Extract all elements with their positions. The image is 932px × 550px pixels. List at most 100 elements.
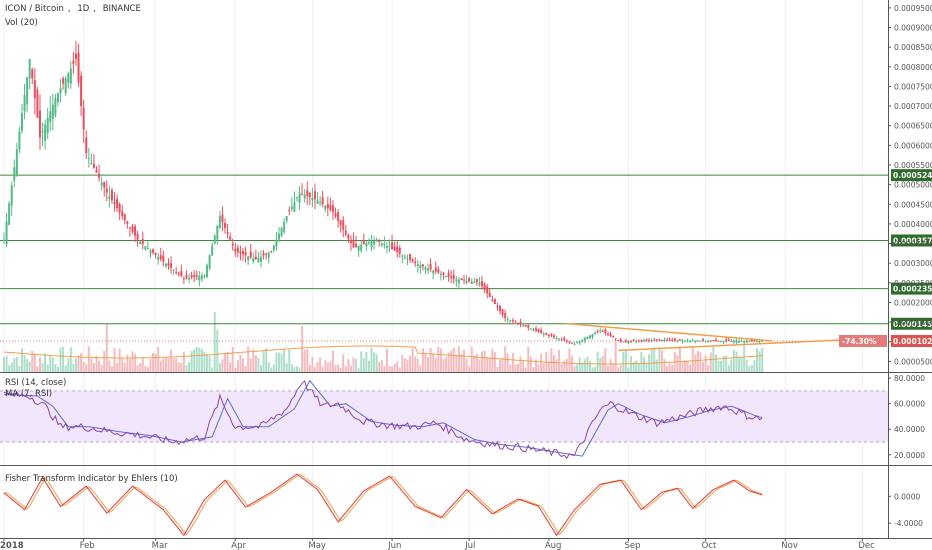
candle-body-170	[439, 273, 442, 275]
volume-bar-148	[383, 366, 386, 372]
candle-body-236	[609, 333, 612, 336]
rsi-label[interactable]: RSI (14, close)	[5, 378, 67, 388]
volume-bar-16	[44, 353, 47, 372]
candle-body-284	[732, 340, 735, 343]
candle-body-205	[529, 328, 532, 330]
volume-bar-130	[337, 364, 340, 372]
volume-bar-175	[452, 347, 455, 372]
volume-bar-132	[342, 354, 345, 372]
volume-bar-149	[385, 348, 388, 372]
price-tick-label-14: 0.0002500	[894, 279, 932, 288]
volume-bar-245	[632, 361, 635, 372]
candle-body-262	[676, 340, 679, 342]
volume-bar-162	[419, 365, 422, 372]
candle-body-160	[414, 261, 417, 264]
candle-body-229	[591, 334, 594, 338]
rsi-tick-label-3: 20.0000	[894, 451, 925, 460]
volume-bar-32	[85, 364, 88, 372]
candle-body-60	[157, 257, 160, 260]
volume-bar-172	[445, 357, 448, 372]
volume-bar-265	[684, 360, 687, 372]
volume-bar-183	[473, 355, 476, 372]
candle-body-255	[658, 339, 661, 341]
rsi-ma-legend: MA (7, RSI)	[5, 389, 56, 399]
candle-body-42	[110, 190, 113, 201]
volume-bar-243	[627, 367, 630, 372]
candle-body-172	[445, 275, 448, 277]
candle-body-67	[175, 271, 178, 273]
volume-bar-49	[128, 359, 131, 372]
candle-body-27	[72, 60, 75, 64]
candle-body-168	[434, 267, 437, 272]
candle-body-252	[650, 340, 653, 342]
volume-bar-279	[720, 360, 723, 372]
volume-bar-255	[658, 347, 661, 372]
volume-bar-122	[316, 361, 319, 372]
price-tick-label-2: 0.0008500	[894, 43, 932, 52]
candle-body-139	[360, 244, 363, 251]
volume-bar-116	[301, 326, 304, 372]
volume-bar-50	[131, 351, 134, 372]
volume-bar-44	[116, 362, 119, 372]
candle-body-211	[545, 332, 548, 335]
volume-bar-229	[591, 367, 594, 372]
volume-bar-226	[583, 359, 586, 372]
volume-bar-254	[655, 359, 658, 372]
candle-body-224	[578, 340, 581, 344]
volume-bar-75	[195, 346, 198, 372]
candle-body-130	[337, 212, 340, 221]
volume-bar-103	[267, 362, 270, 372]
volume-bar-108	[280, 353, 283, 372]
volume-bar-293	[756, 347, 759, 372]
candle-body-45	[118, 204, 121, 213]
volume-bar-51	[134, 353, 137, 372]
rsi-ma-label[interactable]: MA (7, RSI)	[5, 389, 53, 399]
candle-body-41	[108, 196, 111, 199]
volume-bar-179	[463, 349, 466, 372]
candle-body-295	[761, 340, 764, 342]
volume-bar-217	[560, 364, 563, 372]
candle-body-110	[285, 216, 288, 221]
volume-bar-29	[77, 355, 80, 372]
volume-bar-182	[470, 346, 473, 372]
candle-body-271	[699, 340, 702, 342]
candle-body-155	[401, 255, 404, 257]
volume-bar-59	[154, 353, 157, 372]
volume-bar-93	[242, 358, 245, 372]
price-tick-label-18: 0.0000500	[894, 357, 932, 366]
candle-body-0	[3, 239, 5, 241]
candle-body-268	[691, 340, 694, 342]
volume-bar-84	[218, 363, 221, 372]
volume-bar-96	[249, 357, 252, 372]
volume-bar-112	[290, 364, 293, 372]
volume-bar-107	[277, 352, 280, 372]
volume-bar-18	[49, 355, 52, 372]
fisher-label[interactable]: Fisher Transform Indicator by Ehlers (10…	[5, 474, 178, 484]
candle-body-122	[316, 200, 319, 204]
candle-body-141	[365, 243, 368, 246]
candle-body-128	[331, 205, 334, 213]
candle-body-51	[134, 226, 137, 236]
volume-bar-256	[660, 350, 663, 372]
candle-body-118	[306, 190, 309, 196]
candle-body-164	[424, 267, 427, 270]
volume-bar-135	[349, 365, 352, 372]
volume-bar-142	[367, 360, 370, 372]
candle-body-178	[460, 278, 463, 281]
volume-bar-215	[555, 359, 558, 372]
price-tick-label-9: 0.0005000	[894, 181, 932, 190]
volume-bar-45	[118, 348, 121, 372]
volume-bar-203	[524, 367, 527, 372]
candle-body-184	[475, 278, 478, 283]
candle-body-182	[470, 281, 473, 285]
volume-bar-140	[362, 358, 365, 372]
candle-body-175	[452, 274, 455, 279]
candle-body-190	[491, 300, 494, 302]
candle-body-103	[267, 252, 270, 258]
volume-bar-260	[671, 365, 674, 372]
volume-bar-228	[588, 360, 591, 372]
volume-bar-241	[622, 351, 625, 372]
volume-label[interactable]: Vol (20)	[5, 18, 38, 28]
legend-symbol[interactable]: ICON / Bitcoin	[5, 4, 64, 14]
